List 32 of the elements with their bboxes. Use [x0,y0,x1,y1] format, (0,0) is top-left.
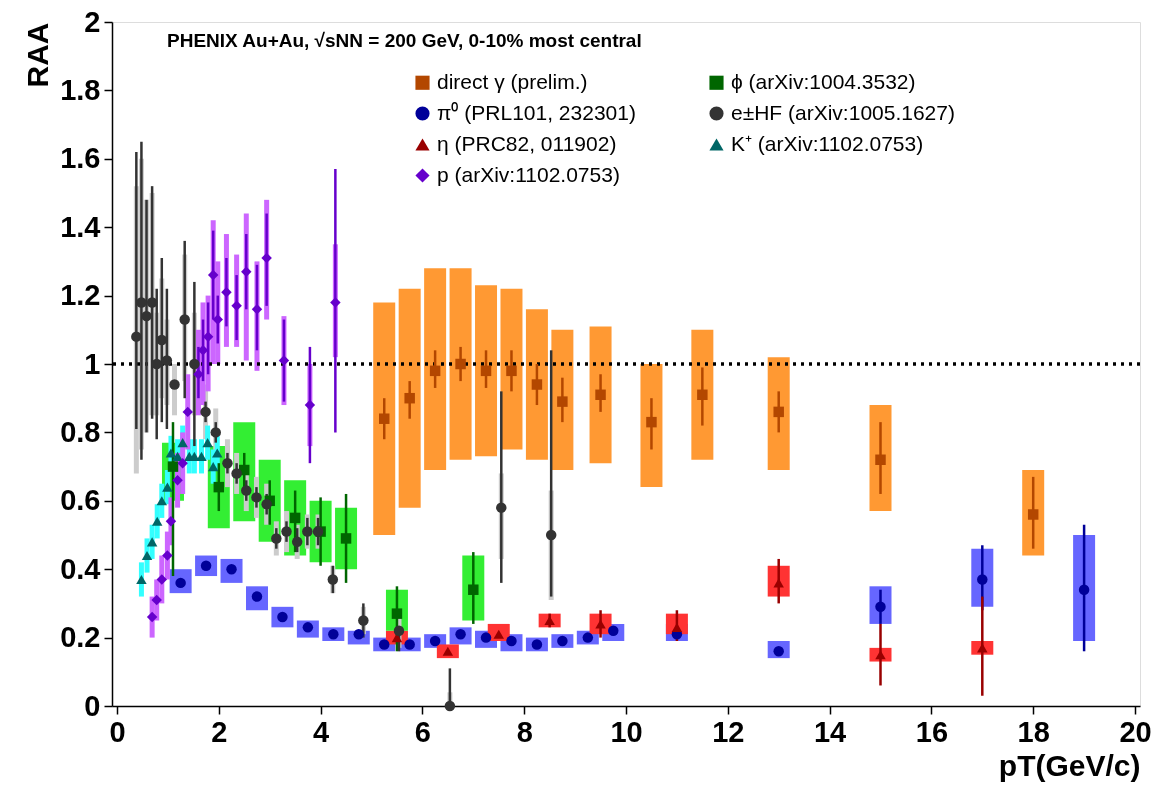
y-tick-label: 0.2 [60,621,101,654]
legend-label: π⁰ (PRL101, 232301) [437,100,636,124]
x-tick-label: 14 [813,715,847,748]
y-tick-label: 1.6 [60,142,101,175]
y-tick-label: 0.8 [60,415,101,448]
legend-label: K⁺ (arXiv:1102.0753) [731,131,924,155]
x-tick-label: 20 [1119,715,1152,748]
x-tick-label: 8 [516,715,533,748]
x-tick-label: 10 [610,715,643,748]
y-tick-label: 1.4 [60,210,101,243]
x-tick-label: 6 [414,715,431,748]
y-tick-label: 1.2 [60,279,101,312]
x-tick-label: 18 [1017,715,1050,748]
chart-title: PHENIX Au+Au, √sNN = 200 GeV, 0-10% most central [167,30,642,51]
legend-label: e±HF (arXiv:1005.1627) [731,100,955,124]
y-tick-label: 0.6 [60,484,101,517]
y-tick-label: 2 [84,5,101,38]
y-tick-label: 1 [84,347,101,380]
y-tick-label: 0 [84,689,101,722]
y-axis-title: RAA [21,22,55,88]
x-tick-label: 16 [915,715,949,748]
y-tick-label: 0.4 [60,552,101,585]
x-tick-label: 12 [712,715,745,748]
x-axis-title: pT(GeV/c) [998,748,1141,782]
legend-label: direct γ (prelim.) [437,69,588,93]
y-tick-label: 1.8 [60,73,101,106]
legend-label: η (PRC82, 011902) [437,131,617,155]
x-tick-label: 2 [211,715,228,748]
x-tick-label: 0 [109,715,126,748]
x-tick-label: 4 [313,715,330,748]
legend-label: ϕ (arXiv:1004.3532) [731,69,916,93]
legend-label: p (arXiv:1102.0753) [437,162,620,186]
